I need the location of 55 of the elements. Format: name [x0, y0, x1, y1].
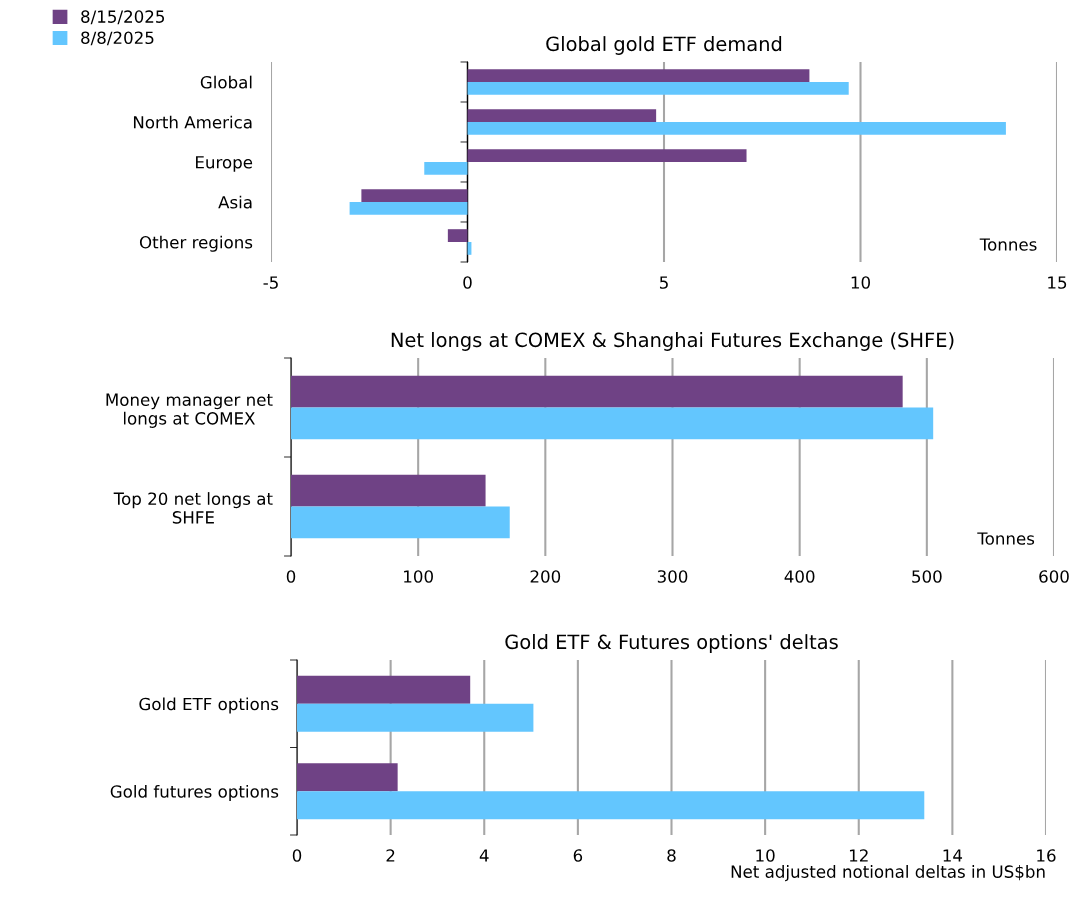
- x-tick-label: 16: [1037, 849, 1056, 862]
- bar: [297, 791, 925, 820]
- x-tick-label: 8: [667, 849, 676, 862]
- x-tick-label: 10: [756, 849, 775, 862]
- bar: [349, 202, 468, 215]
- x-tick-label: 0: [286, 570, 296, 583]
- x-tick-label: 300: [657, 570, 688, 583]
- bar: [447, 229, 468, 242]
- bar: [291, 375, 903, 408]
- x-tick-label: 600: [1039, 570, 1069, 583]
- x-axis-title: Net adjusted notional deltas in US$bn: [731, 865, 1045, 882]
- legend-label: 8/15/2025: [81, 10, 165, 25]
- y-tick-label: Other regions: [139, 235, 253, 252]
- y-tick-label: Gold ETF options: [139, 697, 279, 714]
- x-tick-label: 6: [573, 849, 583, 862]
- bar: [297, 763, 398, 792]
- bar: [291, 407, 934, 440]
- x-tick-label: 14: [943, 849, 963, 862]
- x-tick-label: 400: [784, 570, 815, 583]
- legend-label: 8/8/2025: [81, 31, 154, 46]
- x-tick-label: -5: [263, 276, 278, 289]
- x-tick-label: 15: [1048, 276, 1067, 289]
- bar: [424, 162, 468, 175]
- y-tick-label: Global: [200, 75, 252, 89]
- bar: [291, 506, 510, 539]
- bar: [297, 675, 471, 704]
- x-tick-label: 0: [463, 276, 472, 289]
- bar: [467, 69, 810, 82]
- y-tick-label: North America: [133, 115, 252, 129]
- x-tick-label: 4: [479, 849, 489, 862]
- chart-title: Net longs at COMEX & Shanghai Futures Exchange (SHFE): [391, 332, 954, 351]
- x-axis-title: Tonnes: [977, 532, 1035, 545]
- x-tick-label: 2: [386, 849, 395, 862]
- x-tick-label: 12: [849, 849, 868, 862]
- bar: [291, 474, 486, 507]
- x-tick-label: 5: [659, 276, 668, 289]
- chart-title: Gold ETF & Futures options' deltas: [505, 634, 838, 653]
- x-tick-label: 500: [912, 570, 942, 583]
- x-tick-label: 200: [530, 570, 561, 583]
- x-tick-label: 10: [851, 276, 870, 289]
- chart-title: Global gold ETF demand: [546, 36, 782, 55]
- y-tick-label: Top 20 net longs at SHFE: [113, 492, 273, 524]
- y-tick-label: Asia: [218, 195, 252, 209]
- bar: [467, 82, 849, 95]
- bar: [297, 703, 534, 732]
- bar: [467, 109, 657, 122]
- x-axis-title: Tonnes: [979, 238, 1037, 251]
- y-tick-label: Europe: [196, 156, 253, 172]
- y-tick-label: Money manager net longs at COMEX: [106, 393, 273, 428]
- bar: [361, 189, 468, 202]
- x-tick-label: 100: [404, 570, 433, 583]
- x-tick-label: 0: [292, 849, 302, 862]
- bar: [467, 122, 1006, 135]
- y-tick-label: Gold futures options: [110, 784, 279, 802]
- bar: [467, 149, 747, 162]
